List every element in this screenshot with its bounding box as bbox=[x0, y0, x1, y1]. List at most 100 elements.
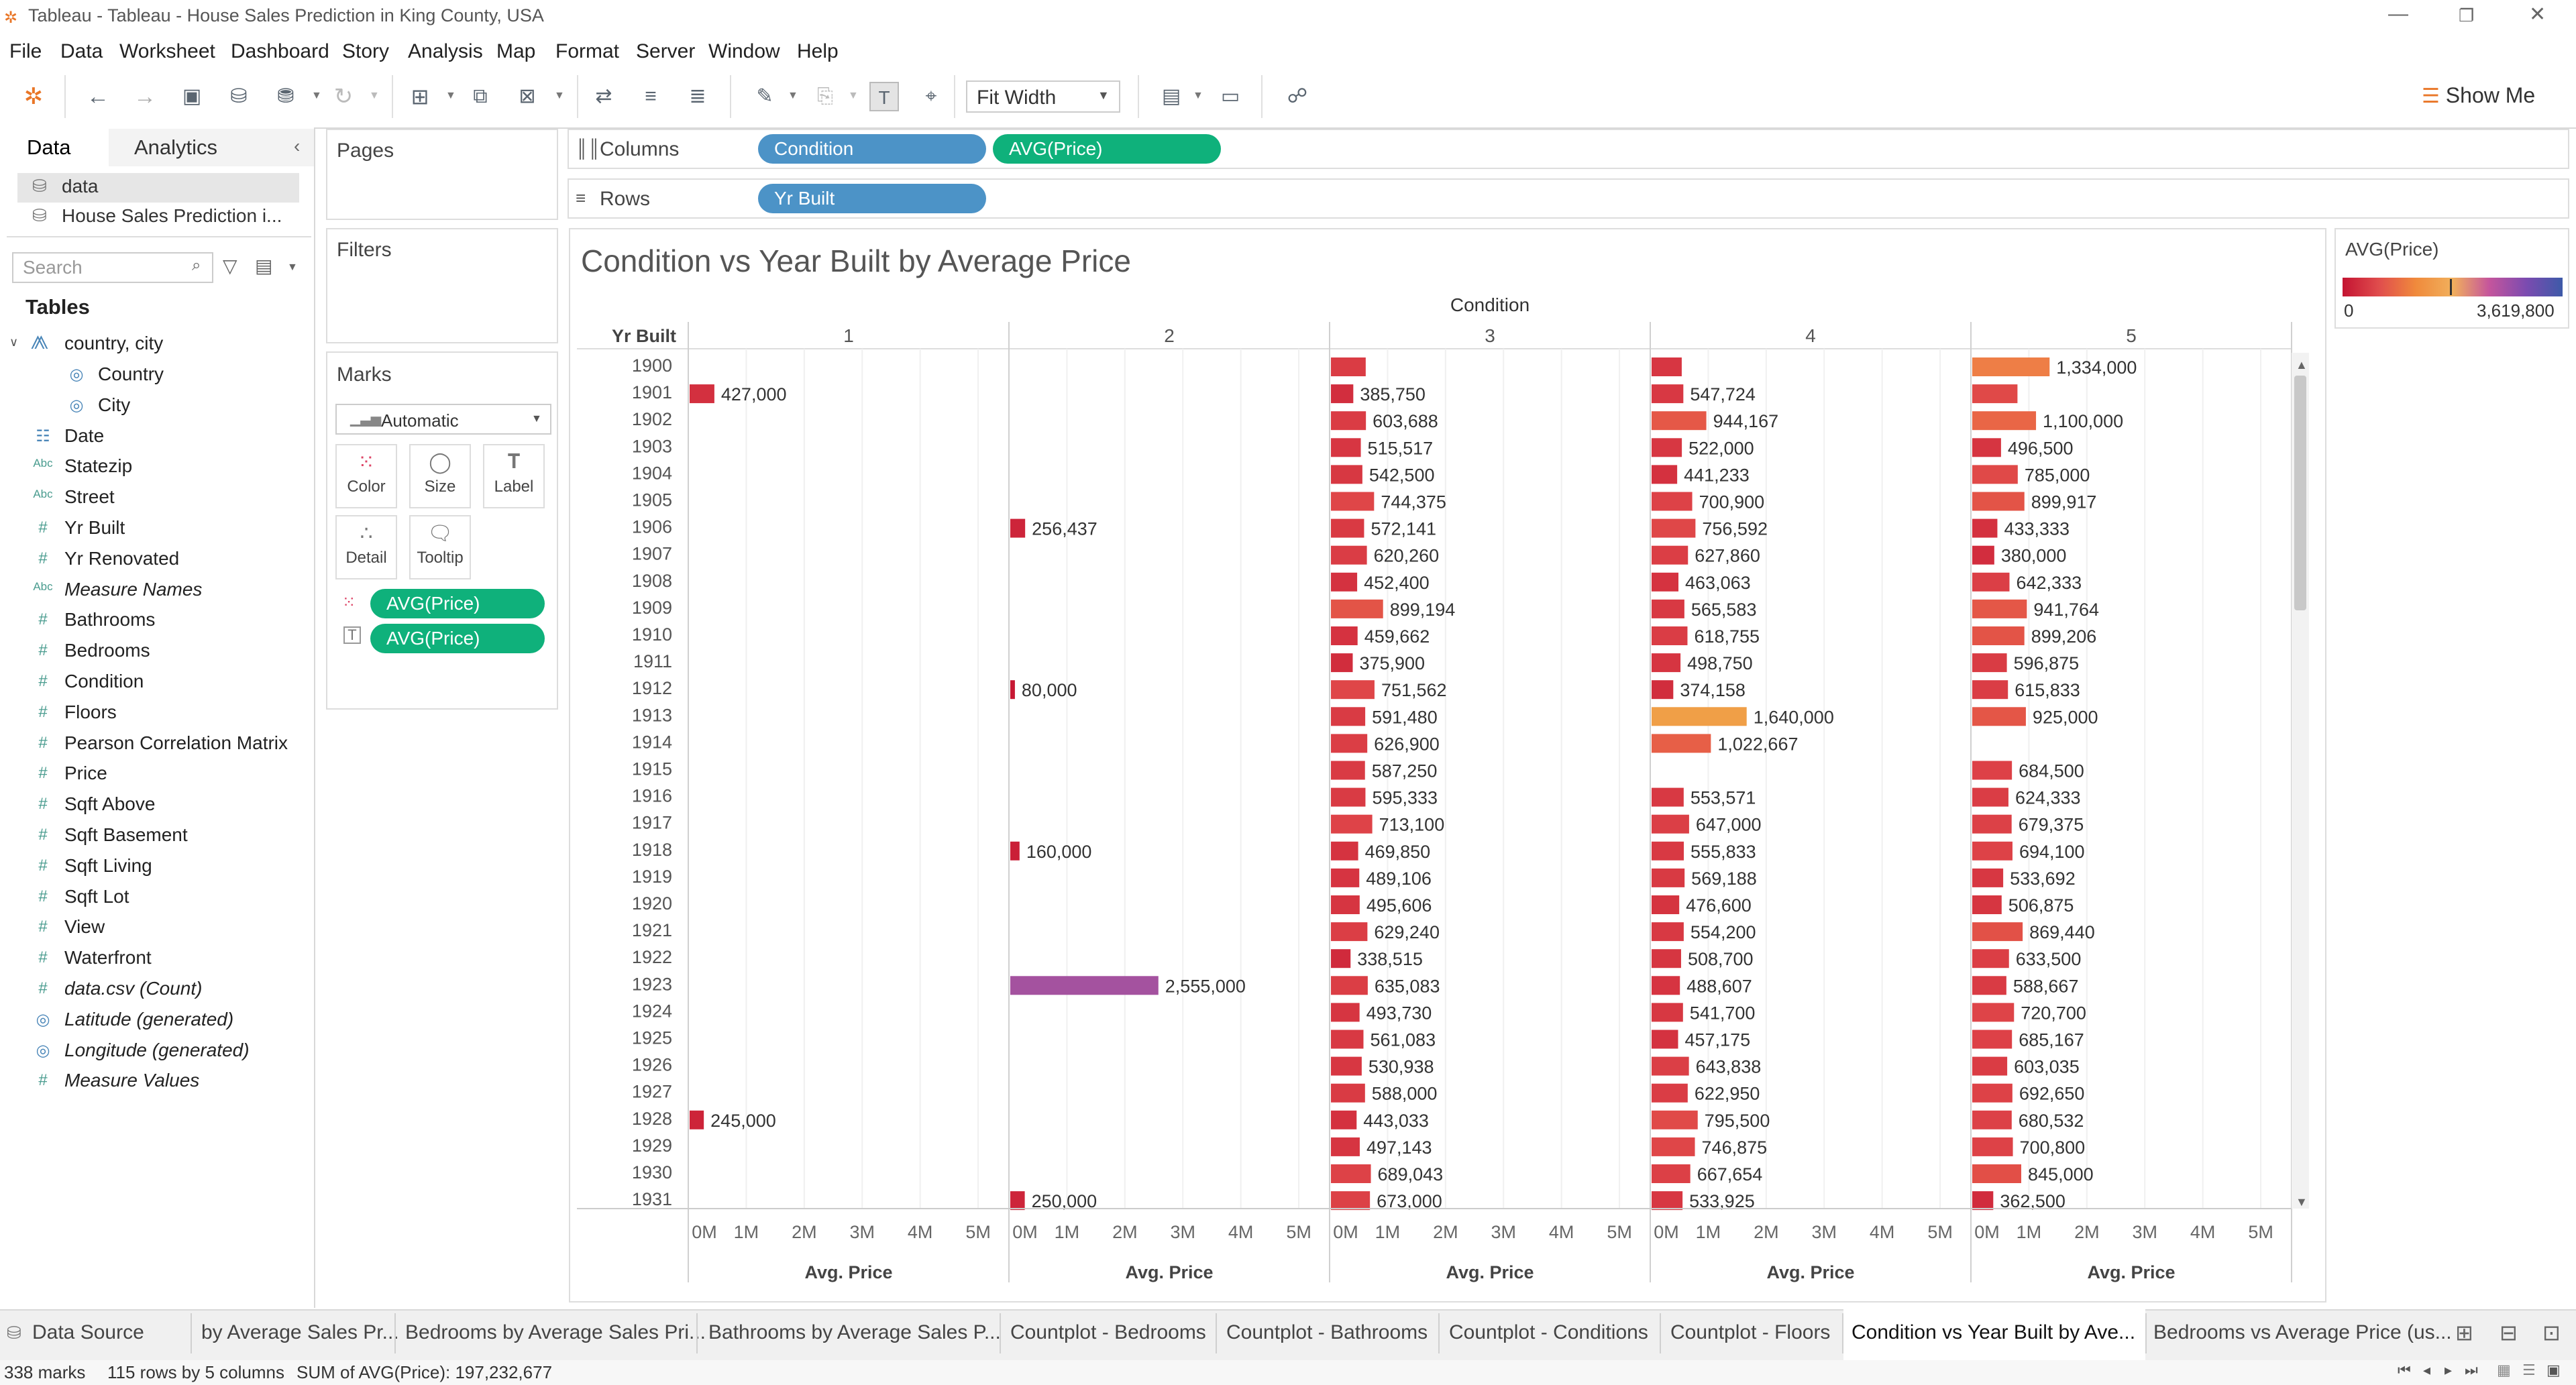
tab-sheet[interactable]: Bedrooms by Average Sales Pri... bbox=[405, 1321, 706, 1343]
menu-dashboard[interactable]: Dashboard bbox=[231, 40, 329, 62]
columns-pill-condition[interactable]: Condition bbox=[758, 134, 986, 164]
pages-card[interactable]: Pages bbox=[326, 129, 558, 220]
first-page-icon[interactable]: ⏮ bbox=[2398, 1362, 2411, 1378]
label-pill-avg-price[interactable]: AVG(Price) bbox=[370, 624, 545, 653]
field-item[interactable]: Waterfront bbox=[64, 947, 152, 968]
columns-pill-avg-price[interactable]: AVG(Price) bbox=[993, 134, 1221, 164]
tab-analytics[interactable]: Analytics bbox=[134, 135, 218, 159]
chevron-down-icon[interactable]: ▼ bbox=[788, 90, 798, 101]
field-item[interactable]: City bbox=[98, 394, 131, 415]
chevron-down-icon[interactable]: ▼ bbox=[554, 90, 565, 101]
tab-sheet-active[interactable]: Condition vs Year Built by Ave... bbox=[1851, 1321, 2136, 1343]
field-item[interactable]: Sqft Basement bbox=[64, 824, 188, 845]
grid-view-icon[interactable]: ▦ bbox=[2497, 1362, 2511, 1378]
chevron-down-icon[interactable]: ∨ bbox=[9, 335, 19, 349]
tableau-start-icon[interactable]: ✲ bbox=[23, 84, 44, 109]
rows-shelf[interactable]: ≡ Rows Yr Built bbox=[568, 178, 2569, 219]
mark-type-dropdown[interactable]: ▁▃▅ Automatic ▼ bbox=[335, 404, 551, 435]
field-item[interactable]: View bbox=[64, 916, 105, 937]
rows-pill-yr-built[interactable]: Yr Built bbox=[758, 184, 986, 213]
filter-icon[interactable]: ▽ bbox=[223, 256, 237, 276]
filmstrip-view-icon[interactable]: ▣ bbox=[2546, 1362, 2561, 1378]
tab-data[interactable]: Data bbox=[27, 135, 71, 159]
tab-sheet[interactable]: Countplot - Bedrooms bbox=[1010, 1321, 1206, 1343]
sort-ascending-icon[interactable]: ≡ bbox=[645, 85, 657, 107]
fix-axes-icon[interactable]: ⌖ bbox=[925, 85, 937, 107]
show-cards-icon[interactable]: ▤ bbox=[1161, 85, 1181, 107]
tooltip-button[interactable]: 🗨 Tooltip bbox=[409, 515, 471, 579]
tab-sheet[interactable]: Countplot - Conditions bbox=[1449, 1321, 1648, 1343]
restore-icon[interactable]: ❐ bbox=[2459, 5, 2475, 25]
detail-button[interactable]: ∴ Detail bbox=[335, 515, 397, 579]
search-input[interactable]: Search bbox=[12, 252, 213, 283]
menu-map[interactable]: Map bbox=[496, 40, 536, 62]
field-item[interactable]: Longitude (generated) bbox=[64, 1040, 250, 1060]
field-item[interactable]: Sqft Above bbox=[64, 793, 156, 814]
minimize-icon[interactable]: — bbox=[2388, 3, 2408, 25]
field-item[interactable]: data.csv (Count) bbox=[64, 978, 203, 999]
sort-descending-icon[interactable]: ≣ bbox=[689, 85, 706, 107]
field-item[interactable]: Measure Values bbox=[64, 1070, 200, 1091]
menu-data[interactable]: Data bbox=[60, 40, 103, 62]
new-worksheet-icon[interactable]: ⊞ bbox=[411, 85, 429, 109]
menu-format[interactable]: Format bbox=[555, 40, 620, 62]
field-item[interactable]: Sqft Lot bbox=[64, 886, 129, 907]
menu-help[interactable]: Help bbox=[797, 40, 839, 62]
share-icon[interactable]: ☍ bbox=[1287, 85, 1308, 107]
chevron-down-icon[interactable]: ▼ bbox=[1193, 90, 1203, 101]
field-item[interactable]: Yr Renovated bbox=[64, 548, 180, 569]
chevron-down-icon[interactable]: ▼ bbox=[445, 90, 456, 101]
field-item[interactable]: Statezip bbox=[64, 455, 133, 476]
chevron-down-icon[interactable]: ▼ bbox=[369, 90, 380, 101]
chevron-down-icon[interactable]: ▼ bbox=[1097, 89, 1110, 102]
chevron-down-icon[interactable]: ▼ bbox=[287, 262, 298, 273]
field-item[interactable]: Latitude (generated) bbox=[64, 1009, 234, 1030]
chevron-down-icon[interactable]: ▼ bbox=[311, 90, 322, 101]
datasource-house-sales[interactable]: House Sales Prediction i... bbox=[62, 205, 282, 226]
field-item[interactable]: Bathrooms bbox=[64, 609, 156, 630]
swap-rows-columns-icon[interactable]: ⇄ bbox=[595, 85, 612, 107]
view-options-icon[interactable]: ▤ bbox=[255, 256, 273, 276]
tab-data-source[interactable]: Data Source bbox=[32, 1321, 144, 1343]
tab-sheet[interactable]: Bathrooms by Average Sales P... bbox=[708, 1321, 1001, 1343]
tab-sheet[interactable]: Bedrooms vs Average Price (us... bbox=[2153, 1321, 2452, 1343]
save-icon[interactable]: ▣ bbox=[182, 85, 202, 107]
field-item[interactable]: Street bbox=[64, 486, 115, 507]
tab-sheet[interactable]: by Average Sales Pr... bbox=[201, 1321, 399, 1343]
datasource-data[interactable]: data bbox=[62, 176, 99, 197]
field-group-country-city[interactable]: country, city bbox=[64, 333, 164, 353]
field-item[interactable]: Yr Built bbox=[64, 517, 125, 538]
size-button[interactable]: ◯ Size bbox=[409, 444, 471, 508]
previous-page-icon[interactable]: ◂ bbox=[2423, 1362, 2431, 1378]
undo-icon[interactable]: ← bbox=[87, 84, 109, 109]
field-item[interactable]: Bedrooms bbox=[64, 640, 150, 661]
field-item[interactable]: Sqft Living bbox=[64, 855, 152, 876]
field-item[interactable]: Floors bbox=[64, 702, 117, 722]
chevron-down-icon[interactable]: ▼ bbox=[848, 90, 859, 101]
label-button[interactable]: 𝐓 Label bbox=[483, 444, 545, 508]
menu-server[interactable]: Server bbox=[636, 40, 696, 62]
fit-width-dropdown[interactable]: Fit Width bbox=[966, 80, 1120, 113]
new-dashboard-icon[interactable]: ⊟ bbox=[2500, 1321, 2518, 1345]
duplicate-sheet-icon[interactable]: ⧉ bbox=[473, 85, 488, 107]
presentation-mode-icon[interactable]: ▭ bbox=[1220, 85, 1240, 107]
menu-worksheet[interactable]: Worksheet bbox=[119, 40, 215, 62]
show-mark-labels-icon[interactable]: T bbox=[869, 82, 899, 111]
menu-analysis[interactable]: Analysis bbox=[408, 40, 483, 62]
refresh-icon[interactable]: ↻ bbox=[333, 84, 354, 109]
search-icon[interactable]: ⌕ bbox=[192, 256, 201, 274]
columns-shelf[interactable]: ║║ Columns Condition AVG(Price) bbox=[568, 129, 2569, 169]
highlight-icon[interactable]: ✎ bbox=[756, 85, 773, 107]
new-story-icon[interactable]: ⊡ bbox=[2542, 1321, 2561, 1345]
new-worksheet-icon[interactable]: ⊞ bbox=[2455, 1321, 2473, 1345]
collapse-pane-icon[interactable]: ‹ bbox=[294, 135, 301, 156]
filters-card[interactable]: Filters bbox=[326, 228, 558, 343]
color-button[interactable]: ⁙ Color bbox=[335, 444, 397, 508]
field-item[interactable]: Date bbox=[64, 425, 105, 446]
legend-gradient[interactable] bbox=[2343, 278, 2563, 296]
field-item[interactable]: Condition bbox=[64, 671, 144, 691]
tab-sheet[interactable]: Countplot - Floors bbox=[1670, 1321, 1831, 1343]
menu-file[interactable]: File bbox=[9, 40, 42, 62]
field-item[interactable]: Price bbox=[64, 763, 107, 783]
field-item[interactable]: Measure Names bbox=[64, 579, 203, 600]
